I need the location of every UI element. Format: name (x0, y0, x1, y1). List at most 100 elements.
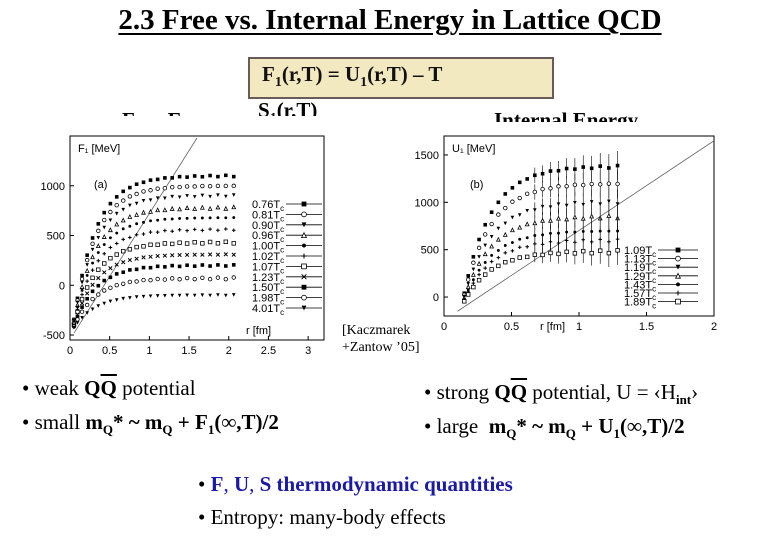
chartA-x-tick-label: 0 (67, 345, 73, 357)
chartA-data-point (155, 196, 160, 200)
chartA-x-tick-label: 0.5 (102, 345, 117, 357)
chartA-data-point (141, 265, 146, 270)
chartB-data-point (477, 255, 481, 259)
chartB-data-point (509, 227, 515, 233)
chartA-legend-label: 0.76Tc (252, 199, 284, 213)
chartA-data-point (102, 261, 107, 266)
chartA-data-point (85, 279, 89, 283)
chartA-data-point (185, 194, 189, 198)
chartB-data-point (477, 268, 481, 272)
chartA-data-point (200, 252, 205, 257)
chartB-data-point (471, 281, 476, 285)
chartB-legend-label: 1.89Tc (624, 297, 656, 311)
chartA-legend-entry: 4.01Tc (252, 303, 322, 317)
chartA-data-point (148, 294, 153, 299)
chartA-data-point (177, 277, 182, 282)
chartA-data-point (232, 216, 236, 220)
chartB-data-point (541, 233, 545, 237)
chartA-data-point (223, 276, 229, 282)
chartA-data-point (192, 174, 197, 178)
chartA-data-point (155, 177, 160, 182)
chartA-legend-label: 1.98Tc (252, 293, 284, 307)
chartB-data-point (489, 210, 494, 215)
chartA-data-point (85, 311, 89, 315)
chartB-x-tick-label: 1.5 (639, 321, 654, 333)
chartB-data-point (615, 163, 620, 168)
chartA-data-point (200, 241, 205, 246)
chartA-data-point (155, 242, 160, 247)
chartA-data-point (162, 277, 168, 282)
chartA-legend-label: 0.81Tc (252, 209, 284, 223)
chartA-data-point (80, 273, 84, 278)
chartA-data-point (163, 196, 167, 201)
chartA-legend-marker (300, 231, 308, 238)
chartA-data-point (224, 264, 228, 268)
chartB-data-point (572, 214, 578, 220)
chartA-data-point (208, 216, 212, 220)
chartA-legend-entry: 0.81Tc (252, 209, 322, 223)
chartB-data-point (548, 239, 553, 244)
chartB-x-tick-label: 0 (441, 321, 447, 333)
chartA-data-point (141, 209, 146, 215)
bullet-entropy: • Entropy: many-body effects (198, 505, 446, 529)
chartB-data-point (476, 245, 482, 251)
chartA-data-point (79, 309, 85, 314)
chartA-data-point (121, 207, 126, 212)
chartB-y-tick-label: 500 (421, 245, 439, 257)
chartA-data-point (96, 275, 101, 281)
chartA-y-tick-label: 500 (47, 231, 65, 243)
chartB-data-point (466, 277, 471, 282)
chartA-data-point (162, 253, 168, 258)
chartA-data-point (134, 267, 139, 272)
chartA-data-point (192, 276, 197, 282)
chartB-data-point (606, 181, 612, 186)
chartA-data-point (72, 325, 76, 330)
chartA-data-point (127, 213, 133, 219)
chartA-data-point (108, 285, 113, 291)
chartB-legend-entry: 1.57Tc (624, 288, 698, 302)
chartA-data-point (169, 276, 175, 281)
chartA-data-point (142, 220, 145, 224)
chartA-data-point (170, 217, 174, 221)
chartA-data-point (207, 183, 213, 189)
chartA-data-point (85, 253, 89, 257)
chartA-legend-entry: 0.96Tc (252, 230, 322, 244)
chartB-data-point (615, 248, 620, 253)
chartA-data-point (127, 247, 133, 252)
chartB-data-point (477, 237, 481, 242)
chartA-data-point (108, 245, 113, 250)
chartB-data-point (483, 232, 488, 237)
chartA-data-point (155, 253, 160, 259)
chartA-data-point (90, 282, 95, 287)
chartA-data-point (114, 203, 119, 208)
chartB-data-point (556, 168, 561, 173)
chartA-x-tick-label: 2.5 (261, 345, 276, 357)
chartA-legend-marker (301, 294, 307, 301)
chartB-data-point (540, 186, 545, 192)
chartB-data-point (525, 236, 529, 240)
chartA-data-point (231, 263, 236, 267)
chartA-data-point (148, 188, 153, 193)
chartA-data-point (156, 218, 160, 222)
internal-energy-chart: 0 0.5 1 1.5 2 0 500 1000 1500 U₁ [MeV] (b) r [fm… (402, 122, 724, 360)
chartA-data-point (216, 174, 220, 179)
chartA-legend-marker (301, 222, 307, 228)
chartA-data-point (155, 230, 160, 234)
chartA-data-point (208, 293, 212, 298)
chartA-legend-entry: 1.02Tc (252, 251, 322, 265)
chartA-data-point (193, 216, 197, 220)
chartB-data-point (606, 250, 612, 256)
chartB-x-tick-label: 2 (711, 321, 717, 333)
chartA-data-point (128, 268, 132, 272)
chartB-x-tick-label: 0.5 (504, 321, 519, 333)
chartA-data-point (149, 219, 152, 223)
chartB-data-point (581, 248, 586, 254)
chartA-data-point (216, 193, 220, 198)
chartB-y-tick-label: 0 (433, 292, 439, 304)
chartA-data-point (169, 205, 175, 211)
chartA-legend-entry: 1.50Tc (252, 282, 322, 296)
chartA-data-point (90, 275, 95, 281)
chartA-data-point (80, 288, 84, 292)
chartB-data-point (503, 192, 508, 196)
chartA-data-point (121, 270, 126, 275)
